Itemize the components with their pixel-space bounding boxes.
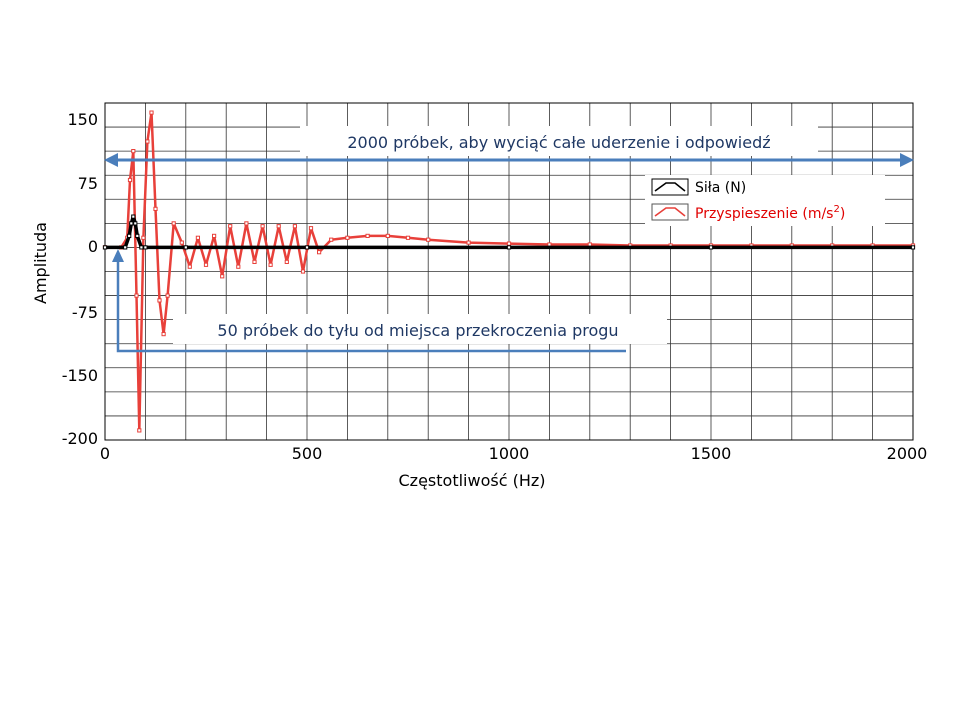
data-point-acceleration bbox=[300, 269, 306, 274]
data-point-acceleration bbox=[329, 237, 334, 242]
top-annotation-text: 2000 próbek, aby wyciąć całe uderzenie i… bbox=[347, 133, 770, 152]
data-point-force bbox=[127, 233, 132, 239]
top-annotation-box bbox=[300, 126, 818, 156]
data-point-acceleration bbox=[212, 233, 217, 239]
bottom-annotation-text: 50 próbek do tyłu od miejsca przekroczen… bbox=[217, 321, 618, 340]
data-point-acceleration bbox=[228, 224, 233, 229]
series-layer bbox=[102, 110, 916, 433]
data-point-acceleration bbox=[157, 298, 162, 303]
data-point-acceleration bbox=[187, 264, 192, 269]
top-span-arrow bbox=[104, 153, 914, 167]
data-point-force bbox=[123, 245, 128, 250]
data-point-acceleration bbox=[506, 241, 512, 246]
data-point-force bbox=[910, 245, 916, 250]
data-point-acceleration bbox=[145, 139, 150, 144]
bottom-annotation-box bbox=[173, 314, 667, 344]
x-axis-title: Częstotliwość (Hz) bbox=[399, 471, 546, 490]
y-tick-label: -200 bbox=[62, 429, 98, 448]
data-point-acceleration bbox=[195, 235, 201, 240]
data-point-force bbox=[133, 221, 138, 226]
x-tick-labels: 0 500 1000 1500 2000 bbox=[100, 444, 927, 463]
data-point-acceleration bbox=[385, 233, 390, 239]
y-tick-label: 75 bbox=[78, 174, 98, 193]
data-point-acceleration bbox=[292, 224, 297, 229]
data-point-acceleration bbox=[587, 242, 592, 247]
data-point-acceleration bbox=[252, 259, 257, 264]
x-tick-label: 2000 bbox=[887, 444, 928, 463]
x-tick-label: 0 bbox=[100, 444, 110, 463]
data-point-acceleration bbox=[466, 240, 471, 245]
data-point-acceleration bbox=[236, 264, 241, 269]
data-point-acceleration bbox=[220, 274, 225, 279]
y-tick-label: -75 bbox=[72, 303, 98, 322]
data-point-acceleration bbox=[149, 110, 154, 115]
y-tick-label: -150 bbox=[62, 366, 98, 385]
data-point-acceleration bbox=[547, 242, 552, 247]
data-point-force bbox=[183, 245, 188, 250]
legend-swatch-force bbox=[651, 178, 689, 196]
data-point-acceleration bbox=[365, 233, 370, 239]
y-axis-title: Amplituda bbox=[31, 222, 50, 304]
data-point-force bbox=[131, 214, 136, 219]
data-point-acceleration bbox=[308, 226, 314, 231]
data-point-force bbox=[506, 245, 512, 250]
data-point-acceleration bbox=[405, 235, 411, 240]
data-point-acceleration bbox=[203, 262, 209, 267]
pretrigger-arrow bbox=[112, 249, 626, 353]
plot-border bbox=[104, 102, 914, 441]
data-point-acceleration bbox=[284, 259, 289, 264]
data-point-acceleration bbox=[141, 235, 146, 240]
x-tick-label: 500 bbox=[292, 444, 323, 463]
data-point-force bbox=[135, 233, 140, 239]
data-point-acceleration bbox=[153, 206, 158, 212]
data-point-acceleration bbox=[134, 293, 139, 298]
data-point-acceleration bbox=[137, 428, 142, 433]
x-tick-label: 1500 bbox=[691, 444, 732, 463]
data-point-acceleration bbox=[260, 224, 265, 229]
legend-swatch-acceleration bbox=[651, 203, 689, 221]
data-point-force bbox=[708, 245, 714, 250]
data-point-force bbox=[304, 245, 310, 250]
data-point-acceleration bbox=[345, 235, 350, 240]
legend-label-acceleration: Przyspieszenie (m/s2) bbox=[695, 204, 845, 222]
y-tick-label: 150 bbox=[67, 110, 98, 129]
y-tick-label: 0 bbox=[88, 237, 98, 256]
data-point-acceleration bbox=[161, 332, 166, 337]
legend-label-force: Siła (N) bbox=[695, 180, 746, 196]
data-point-force bbox=[129, 221, 134, 226]
data-point-acceleration bbox=[179, 240, 184, 245]
data-point-acceleration bbox=[426, 237, 431, 242]
data-point-acceleration bbox=[131, 149, 136, 154]
data-point-acceleration bbox=[127, 177, 133, 183]
y-tick-labels: 150 75 0 -75 -150 -200 bbox=[62, 110, 98, 448]
data-point-force bbox=[143, 245, 148, 250]
data-point-force bbox=[102, 245, 108, 250]
data-point-acceleration bbox=[165, 293, 170, 298]
data-point-acceleration bbox=[244, 221, 249, 226]
data-point-acceleration bbox=[317, 250, 322, 255]
data-point-acceleration bbox=[171, 221, 176, 226]
data-point-force bbox=[139, 245, 144, 250]
data-point-acceleration bbox=[276, 224, 281, 229]
legend: Siła (N) Przyspieszenie (m/s2) bbox=[645, 175, 885, 226]
data-point-acceleration bbox=[268, 262, 273, 267]
x-tick-label: 1000 bbox=[489, 444, 530, 463]
